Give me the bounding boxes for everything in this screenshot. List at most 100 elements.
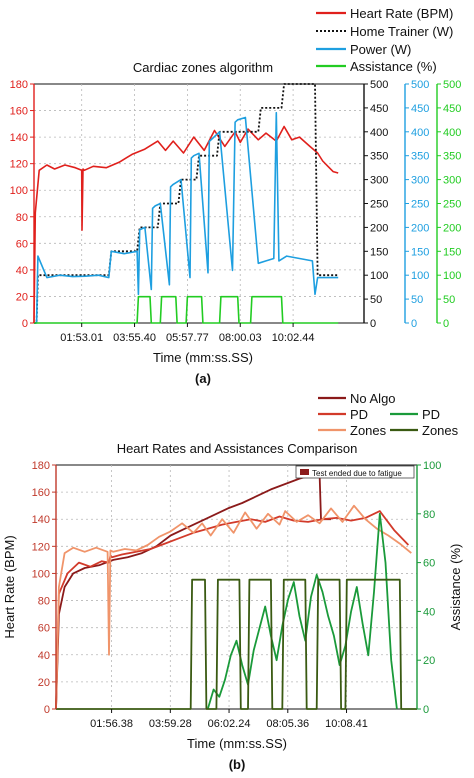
- chart-b-series: [55, 473, 417, 710]
- legend-a-label-assist: Assistance (%): [350, 59, 437, 74]
- chart-b-xtick-label: 06:02.24: [208, 718, 251, 730]
- chart-b-series-zones-right: [56, 578, 417, 710]
- chart-b-title: Heart Rates and Assistances Comparison: [117, 441, 358, 456]
- chart-a-xlabel: Time (mm:ss.SS): [153, 350, 253, 365]
- chart-a-ytick-label-trainer: 250: [370, 199, 388, 211]
- chart-b-ytick-label-left: 40: [38, 650, 50, 662]
- chart-a-ytick-label-assist: 350: [443, 151, 461, 163]
- chart-a-ytick-label-hr: 60: [16, 238, 28, 250]
- chart-b-ytick-label-left: 60: [38, 623, 50, 635]
- annotation-text: Test ended due to fatigue: [312, 469, 402, 478]
- chart-b-ytick-label-left: 160: [32, 487, 50, 499]
- chart-a-ytick-label-assist: 250: [443, 199, 461, 211]
- chart-b-ytick-label-right: 40: [423, 606, 435, 618]
- chart-b-ylabel-left: Heart Rate (BPM): [2, 535, 17, 638]
- chart-a-ytick-label-power: 300: [411, 175, 429, 187]
- chart-a-ytick-label-trainer: 400: [370, 127, 388, 139]
- chart-b-axes: 01:56.38 03:59.28 06:02.24 08:05.36 10:08.41…: [32, 460, 442, 730]
- chart-b-annotation: Test ended due to fatigue: [295, 465, 415, 479]
- chart-a-series-heart-rate-bpm: [33, 125, 339, 324]
- chart-b-ylabel-right: Assistance (%): [448, 544, 463, 631]
- chart-a-ytick-label-power: 150: [411, 246, 429, 258]
- annotation-swatch: [300, 469, 309, 475]
- legend-b-label-pd-assist: PD: [422, 407, 440, 422]
- panel-b: No Algo PD Zones PD Zones Heart Rates an…: [2, 391, 463, 772]
- chart-a-ytick-label-assist: 50: [443, 294, 455, 306]
- legend-a: Heart Rate (BPM) Home Trainer (W) Power …: [316, 6, 453, 74]
- chart-b-ytick-label-right: 20: [423, 655, 435, 667]
- chart-b-ytick-label-left: 20: [38, 677, 50, 689]
- chart-b-xtick-label: 03:59.28: [149, 718, 192, 730]
- chart-a-ytick-label-assist: 300: [443, 175, 461, 187]
- chart-b-ytick-label-left: 140: [32, 514, 50, 526]
- chart-a-ytick-label-trainer: 50: [370, 294, 382, 306]
- chart-a-ytick-label-hr: 20: [16, 291, 28, 303]
- chart-a-ytick-label-power: 350: [411, 151, 429, 163]
- chart-b-ytick-label-right: 0: [423, 704, 429, 716]
- chart-a-ytick-label-assist: 500: [443, 79, 461, 91]
- chart-b-xtick-label: 08:05.36: [266, 718, 309, 730]
- chart-b-xlabel: Time (mm:ss.SS): [187, 736, 287, 751]
- chart-a-ytick-label-assist: 100: [443, 270, 461, 282]
- chart-a-series-home-trainer-w: [34, 83, 339, 324]
- chart-a-series-assistance: [34, 295, 339, 324]
- chart-b-ytick-label-left: 80: [38, 596, 50, 608]
- chart-a-ytick-label-trainer: 350: [370, 151, 388, 163]
- chart-b-series-pd-right: [206, 512, 398, 710]
- chart-a-ytick-label-power: 500: [411, 79, 429, 91]
- chart-a-xtick-label: 03:55.40: [113, 332, 156, 344]
- chart-a-ytick-label-hr: 0: [22, 318, 28, 330]
- chart-a-ytick-label-power: 100: [411, 270, 429, 282]
- chart-b-ytick-label-right: 100: [423, 460, 441, 472]
- chart-a-ytick-label-trainer: 100: [370, 270, 388, 282]
- chart-a-axes: 01:53.01 03:55.40 05:57.77 08:00.03 10:02.44…: [10, 79, 462, 344]
- chart-a-ytick-label-power: 200: [411, 222, 429, 234]
- legend-b-label-zones-hr: Zones: [350, 423, 387, 438]
- chart-a-ytick-label-power: 400: [411, 127, 429, 139]
- chart-b-ytick-label-left: 0: [44, 704, 50, 716]
- legend-a-label-hr: Heart Rate (BPM): [350, 6, 453, 21]
- chart-b-panel-label: (b): [229, 757, 246, 772]
- chart-a-title: Cardiac zones algorithm: [133, 60, 273, 75]
- chart-a-xtick-label: 01:53.01: [60, 332, 103, 344]
- chart-a-ytick-label-hr: 80: [16, 212, 28, 224]
- chart-b-ytick-label-left: 100: [32, 568, 50, 580]
- legend-b-label-zones-assist: Zones: [422, 423, 459, 438]
- chart-a-xtick-label: 05:57.77: [166, 332, 209, 344]
- chart-a-ytick-label-power: 250: [411, 199, 429, 211]
- annotation-box: [295, 465, 415, 479]
- chart-a-series-power-w: [34, 111, 339, 324]
- chart-a-ytick-label-hr: 100: [10, 185, 28, 197]
- chart-b-ytick-label-right: 60: [423, 558, 435, 570]
- chart-a-series: [33, 83, 339, 324]
- chart-b-xtick-label: 10:08.41: [325, 718, 368, 730]
- chart-a-ytick-label-assist: 450: [443, 103, 461, 115]
- chart-b-ytick-label-left: 120: [32, 541, 50, 553]
- chart-a-ytick-label-hr: 140: [10, 132, 28, 144]
- chart-a-ytick-label-power: 50: [411, 294, 423, 306]
- chart-a-ytick-label-trainer: 300: [370, 175, 388, 187]
- chart-a-ytick-label-trainer: 0: [370, 318, 376, 330]
- chart-a-ytick-label-hr: 120: [10, 159, 28, 171]
- chart-a-panel-label: (a): [195, 371, 211, 386]
- chart-a-ytick-label-trainer: 150: [370, 246, 388, 258]
- chart-b-ytick-label-right: 80: [423, 509, 435, 521]
- legend-b: No Algo PD Zones PD Zones: [318, 391, 459, 438]
- chart-a-xtick-label: 10:02.44: [272, 332, 315, 344]
- chart-a-ytick-label-power: 450: [411, 103, 429, 115]
- chart-a-ytick-label-assist: 150: [443, 246, 461, 258]
- chart-a-xtick-label: 08:00.03: [219, 332, 262, 344]
- chart-a-ytick-label-hr: 40: [16, 265, 28, 277]
- chart-a-ytick-label-power: 0: [411, 318, 417, 330]
- chart-b-ytick-label-left: 180: [32, 460, 50, 472]
- chart-a-ytick-label-hr: 180: [10, 79, 28, 91]
- chart-a-ytick-label-trainer: 500: [370, 79, 388, 91]
- chart-a-ytick-label-hr: 160: [10, 106, 28, 118]
- chart-a-ytick-label-trainer: 450: [370, 103, 388, 115]
- legend-b-label-pd-hr: PD: [350, 407, 368, 422]
- chart-b-series-zones-left: [55, 504, 412, 710]
- chart-a-ytick-label-trainer: 200: [370, 222, 388, 234]
- legend-a-label-trainer: Home Trainer (W): [350, 24, 453, 39]
- legend-a-label-power: Power (W): [350, 42, 411, 57]
